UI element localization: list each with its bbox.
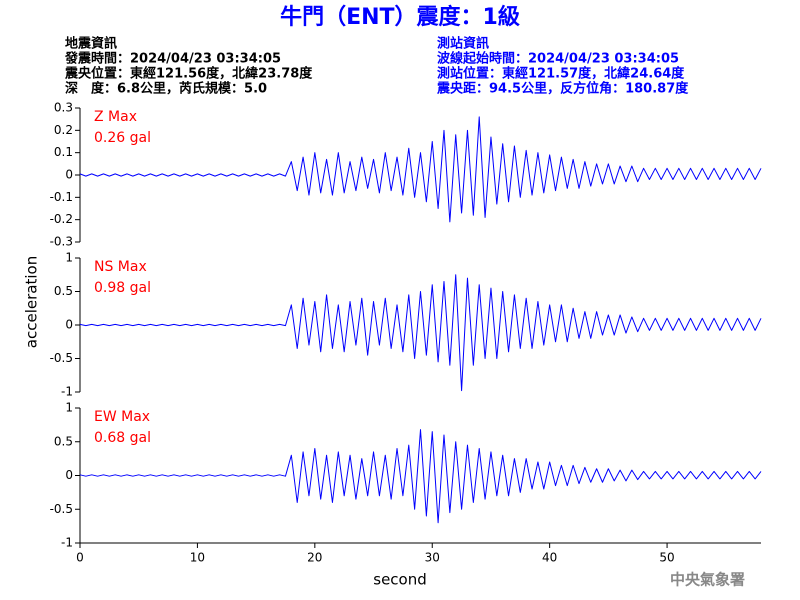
y-tick-label: 0.1 <box>54 145 73 159</box>
max-label: NS Max <box>94 259 147 275</box>
waveform <box>79 429 762 524</box>
y-tick-label: -0.2 <box>50 212 73 226</box>
y-tick-label: -0.1 <box>50 190 73 204</box>
y-tick-label: 0 <box>65 318 73 332</box>
info-line: 深 度：6.8公里，芮氏規模：5.0 <box>65 81 267 97</box>
y-tick-label: -0.3 <box>50 235 73 249</box>
max-label: Z Max <box>94 109 137 125</box>
y-tick-label: 1 <box>65 401 73 415</box>
max-label: EW Max <box>94 409 150 425</box>
max-value: 0.68 gal <box>94 430 151 446</box>
x-tick-label: 20 <box>307 551 322 565</box>
y-tick-label: 0 <box>65 468 73 482</box>
info-line: 測站資訊 <box>437 36 489 52</box>
chart-title: 牛門（ENT）震度：1級 <box>280 4 520 30</box>
waveform <box>79 274 762 392</box>
y-tick-label: 1 <box>65 251 73 265</box>
y-tick-label: 0.5 <box>54 434 73 448</box>
info-line: 震央位置：東經121.56度，北緯23.78度 <box>64 66 313 82</box>
y-tick-label: -0.5 <box>50 351 73 365</box>
x-tick-label: 40 <box>542 551 557 565</box>
x-axis-label: second <box>373 571 427 589</box>
info-line: 波線起始時間：2024/04/23 03:34:05 <box>437 51 679 67</box>
info-line: 地震資訊 <box>65 36 117 52</box>
x-tick-label: 10 <box>190 551 205 565</box>
waveform <box>79 116 762 223</box>
max-value: 0.98 gal <box>94 280 151 296</box>
max-value: 0.26 gal <box>94 130 151 146</box>
y-tick-label: 0 <box>65 168 73 182</box>
x-tick-label: 0 <box>76 551 84 565</box>
y-tick-label: -0.5 <box>50 502 73 516</box>
y-tick-label: 0.5 <box>54 284 73 298</box>
y-tick-label: 0.3 <box>54 101 73 115</box>
y-tick-label: -1 <box>61 385 73 399</box>
x-tick-label: 50 <box>659 551 674 565</box>
info-line: 發震時間：2024/04/23 03:34:05 <box>64 51 281 67</box>
footer: 中央氣象署 <box>670 571 745 589</box>
info-line: 測站位置：東經121.57度，北緯24.64度 <box>437 66 685 82</box>
x-tick-label: 30 <box>425 551 440 565</box>
y-tick-label: -1 <box>61 536 73 550</box>
info-line: 震央距：94.5公里，反方位角：180.87度 <box>436 81 689 97</box>
y-tick-label: 0.2 <box>54 123 73 137</box>
y-axis-label: acceleration <box>23 256 41 348</box>
